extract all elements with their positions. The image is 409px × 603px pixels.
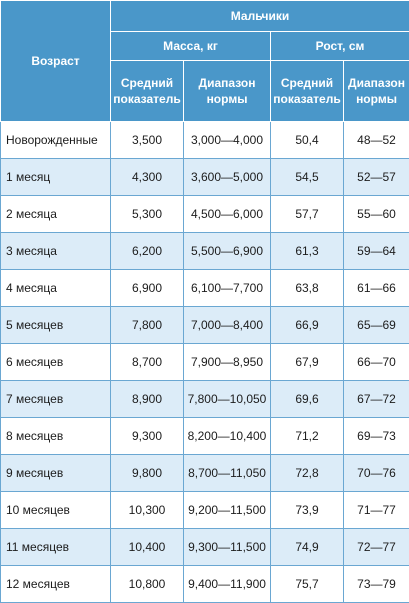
table-row: 2 месяца 5,300 4,500—6,000 57,7 55—60 — [1, 196, 409, 233]
height-mean-cell: 71,2 — [271, 418, 344, 455]
height-range-cell: 67—72 — [344, 381, 409, 418]
age-cell: 7 месяцев — [1, 381, 111, 418]
mass-range-header-line2: нормы — [186, 91, 268, 107]
mass-range-cell: 7,900—8,950 — [184, 344, 271, 381]
table-row: 11 месяцев 10,400 9,300—11,500 74,9 72—7… — [1, 529, 409, 566]
mass-mean-cell: 3,500 — [111, 122, 184, 159]
mass-range-cell: 5,500—6,900 — [184, 233, 271, 270]
mass-mean-cell: 8,900 — [111, 381, 184, 418]
height-mean-cell: 73,9 — [271, 492, 344, 529]
mass-mean-cell: 10,800 — [111, 566, 184, 603]
mass-mean-cell: 10,300 — [111, 492, 184, 529]
table-row: 3 месяца 6,200 5,500—6,900 61,3 59—64 — [1, 233, 409, 270]
mass-mean-cell: 6,900 — [111, 270, 184, 307]
mass-range-cell: 9,300—11,500 — [184, 529, 271, 566]
age-cell: 3 месяца — [1, 233, 111, 270]
height-mean-cell: 57,7 — [271, 196, 344, 233]
mass-range-header: Диапазон нормы — [184, 61, 271, 122]
height-range-header: Диапазон нормы — [344, 61, 409, 122]
table-body: Новорожденные 3,500 3,000—4,000 50,4 48—… — [1, 122, 409, 603]
height-range-cell: 72—77 — [344, 529, 409, 566]
table-row: 4 месяца 6,900 6,100—7,700 63,8 61—66 — [1, 270, 409, 307]
height-mean-cell: 54,5 — [271, 159, 344, 196]
height-mean-cell: 75,7 — [271, 566, 344, 603]
table-row: 10 месяцев 10,300 9,200—11,500 73,9 71—7… — [1, 492, 409, 529]
age-cell: 8 месяцев — [1, 418, 111, 455]
mass-range-cell: 9,200—11,500 — [184, 492, 271, 529]
height-mean-cell: 61,3 — [271, 233, 344, 270]
height-range-cell: 65—69 — [344, 307, 409, 344]
age-cell: 11 месяцев — [1, 529, 111, 566]
mass-range-cell: 6,100—7,700 — [184, 270, 271, 307]
mass-range-cell: 3,600—5,000 — [184, 159, 271, 196]
height-range-cell: 73—79 — [344, 566, 409, 603]
age-cell: 1 месяц — [1, 159, 111, 196]
mass-mean-cell: 5,300 — [111, 196, 184, 233]
height-range-header-line2: нормы — [346, 91, 407, 107]
mass-range-cell: 8,200—10,400 — [184, 418, 271, 455]
mass-mean-cell: 6,200 — [111, 233, 184, 270]
mass-group-header: Масса, кг — [111, 32, 271, 61]
height-mean-cell: 72,8 — [271, 455, 344, 492]
age-cell: 2 месяца — [1, 196, 111, 233]
mass-mean-header: Средний показатель — [111, 61, 184, 122]
mass-mean-cell: 10,400 — [111, 529, 184, 566]
age-cell: Новорожденные — [1, 122, 111, 159]
height-mean-cell: 67,9 — [271, 344, 344, 381]
mass-mean-cell: 8,700 — [111, 344, 184, 381]
mass-range-cell: 4,500—6,000 — [184, 196, 271, 233]
table-header: Возраст Мальчики Масса, кг Рост, см Сред… — [1, 1, 409, 122]
age-cell: 5 месяцев — [1, 307, 111, 344]
table-row: Новорожденные 3,500 3,000—4,000 50,4 48—… — [1, 122, 409, 159]
mass-range-header-line1: Диапазон — [186, 75, 268, 91]
height-range-cell: 59—64 — [344, 233, 409, 270]
mass-range-cell: 9,400—11,900 — [184, 566, 271, 603]
height-range-cell: 55—60 — [344, 196, 409, 233]
height-range-cell: 71—77 — [344, 492, 409, 529]
age-cell: 9 месяцев — [1, 455, 111, 492]
table-row: 12 месяцев 10,800 9,400—11,900 75,7 73—7… — [1, 566, 409, 603]
age-cell: 12 месяцев — [1, 566, 111, 603]
height-range-cell: 61—66 — [344, 270, 409, 307]
mass-range-cell: 8,700—11,050 — [184, 455, 271, 492]
table-row: 8 месяцев 9,300 8,200—10,400 71,2 69—73 — [1, 418, 409, 455]
group-header-boys: Мальчики — [111, 1, 409, 32]
height-mean-header-line1: Средний — [273, 75, 341, 91]
age-column-header: Возраст — [1, 1, 111, 122]
table-row: 1 месяц 4,300 3,600—5,000 54,5 52—57 — [1, 159, 409, 196]
mass-mean-header-line2: показатель — [113, 91, 181, 107]
mass-mean-cell: 9,300 — [111, 418, 184, 455]
mass-range-cell: 7,800—10,050 — [184, 381, 271, 418]
age-cell: 4 месяца — [1, 270, 111, 307]
mass-mean-header-line1: Средний — [113, 75, 181, 91]
height-mean-cell: 66,9 — [271, 307, 344, 344]
height-range-cell: 48—52 — [344, 122, 409, 159]
height-mean-cell: 63,8 — [271, 270, 344, 307]
table-row: 9 месяцев 9,800 8,700—11,050 72,8 70—76 — [1, 455, 409, 492]
height-mean-header-line2: показатель — [273, 91, 341, 107]
height-range-cell: 52—57 — [344, 159, 409, 196]
height-range-cell: 70—76 — [344, 455, 409, 492]
height-range-cell: 69—73 — [344, 418, 409, 455]
age-cell: 10 месяцев — [1, 492, 111, 529]
age-cell: 6 месяцев — [1, 344, 111, 381]
mass-mean-cell: 9,800 — [111, 455, 184, 492]
height-mean-header: Средний показатель — [271, 61, 344, 122]
height-range-header-line1: Диапазон — [346, 75, 407, 91]
table-row: 7 месяцев 8,900 7,800—10,050 69,6 67—72 — [1, 381, 409, 418]
height-mean-cell: 74,9 — [271, 529, 344, 566]
table-row: 6 месяцев 8,700 7,900—8,950 67,9 66—70 — [1, 344, 409, 381]
mass-range-cell: 7,000—8,400 — [184, 307, 271, 344]
mass-mean-cell: 7,800 — [111, 307, 184, 344]
height-mean-cell: 50,4 — [271, 122, 344, 159]
height-range-cell: 66—70 — [344, 344, 409, 381]
height-mean-cell: 69,6 — [271, 381, 344, 418]
mass-mean-cell: 4,300 — [111, 159, 184, 196]
table-row: 5 месяцев 7,800 7,000—8,400 66,9 65—69 — [1, 307, 409, 344]
mass-range-cell: 3,000—4,000 — [184, 122, 271, 159]
height-group-header: Рост, см — [271, 32, 409, 61]
